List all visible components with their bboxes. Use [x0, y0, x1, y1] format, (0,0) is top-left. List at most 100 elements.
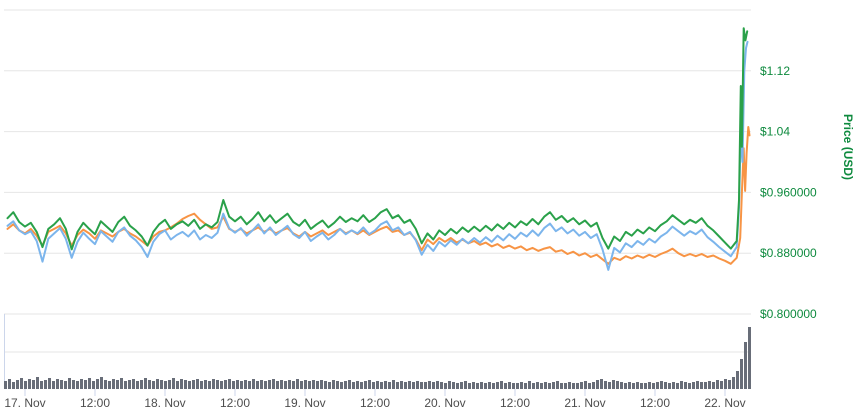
volume-bar[interactable]: [108, 381, 111, 389]
volume-bar[interactable]: [548, 383, 551, 389]
volume-bar[interactable]: [44, 380, 47, 389]
volume-bar[interactable]: [624, 383, 627, 389]
volume-bar[interactable]: [732, 377, 735, 389]
volume-bar[interactable]: [448, 381, 451, 389]
volume-bar[interactable]: [288, 380, 291, 389]
volume-bar[interactable]: [744, 342, 747, 389]
volume-bar[interactable]: [420, 382, 423, 389]
volume-bar[interactable]: [88, 378, 91, 389]
volume-bar[interactable]: [144, 378, 147, 389]
volume-bar[interactable]: [612, 380, 615, 389]
volume-bar[interactable]: [716, 380, 719, 389]
volume-bar[interactable]: [236, 380, 239, 389]
volume-bar[interactable]: [588, 383, 591, 389]
volume-bar[interactable]: [176, 381, 179, 389]
volume-bar[interactable]: [652, 383, 655, 389]
volume-bar[interactable]: [432, 382, 435, 389]
volume-bar[interactable]: [592, 382, 595, 389]
volume-bar[interactable]: [84, 380, 87, 389]
volume-bar[interactable]: [656, 382, 659, 389]
volume-bar[interactable]: [320, 380, 323, 389]
volume-bar[interactable]: [684, 382, 687, 389]
volume-bar[interactable]: [192, 380, 195, 389]
volume-bar[interactable]: [132, 379, 135, 389]
volume-bar[interactable]: [600, 379, 603, 389]
series-blue-line[interactable]: [6, 40, 749, 271]
volume-bar[interactable]: [692, 382, 695, 389]
volume-bar[interactable]: [472, 382, 475, 389]
volume-bar[interactable]: [628, 382, 631, 389]
volume-bar[interactable]: [128, 380, 131, 389]
volume-bar[interactable]: [284, 381, 287, 389]
volume-bar[interactable]: [136, 381, 139, 389]
volume-bar[interactable]: [316, 381, 319, 389]
volume-bar[interactable]: [640, 383, 643, 389]
volume-bar[interactable]: [456, 383, 459, 389]
volume-bar[interactable]: [180, 379, 183, 389]
volume-bar[interactable]: [384, 381, 387, 389]
volume-bar[interactable]: [696, 381, 699, 389]
volume-bar[interactable]: [372, 382, 375, 389]
volume-bar[interactable]: [508, 382, 511, 389]
volume-bar[interactable]: [4, 381, 7, 389]
volume-bar[interactable]: [540, 383, 543, 389]
volume-bar[interactable]: [296, 379, 299, 389]
volume-bar[interactable]: [460, 382, 463, 389]
volume-bar[interactable]: [120, 378, 123, 389]
volume-bar[interactable]: [140, 380, 143, 389]
volume-bar[interactable]: [408, 381, 411, 389]
volume-bar[interactable]: [440, 382, 443, 389]
volume-bar[interactable]: [152, 381, 155, 389]
volume-bar[interactable]: [344, 381, 347, 389]
volume-bar[interactable]: [116, 380, 119, 389]
volume-bar[interactable]: [704, 382, 707, 389]
volume-bar[interactable]: [304, 380, 307, 389]
volume-bar[interactable]: [80, 379, 83, 389]
volume-bar[interactable]: [476, 383, 479, 389]
volume-bar[interactable]: [352, 382, 355, 389]
volume-bar[interactable]: [584, 381, 587, 389]
volume-bar[interactable]: [520, 382, 523, 389]
volume-bar[interactable]: [184, 380, 187, 389]
volume-bar[interactable]: [360, 382, 363, 389]
volume-bar[interactable]: [164, 381, 167, 389]
volume-bar[interactable]: [240, 381, 243, 389]
volume-bar[interactable]: [76, 381, 79, 389]
volume-bar[interactable]: [220, 381, 223, 389]
volume-bar[interactable]: [248, 381, 251, 389]
volume-bar[interactable]: [464, 381, 467, 389]
price-usd-line[interactable]: [6, 27, 749, 251]
volume-bar[interactable]: [280, 380, 283, 389]
volume-bar[interactable]: [156, 379, 159, 389]
volume-bar[interactable]: [256, 381, 259, 389]
volume-bar[interactable]: [112, 379, 115, 389]
volume-bar[interactable]: [224, 380, 227, 389]
volume-bar[interactable]: [700, 382, 703, 389]
volume-bar[interactable]: [468, 383, 471, 389]
volume-bar[interactable]: [376, 381, 379, 389]
volume-bar[interactable]: [268, 380, 271, 389]
volume-bar[interactable]: [680, 381, 683, 389]
volume-bar[interactable]: [104, 380, 107, 389]
volume-bar[interactable]: [208, 381, 211, 389]
volume-bar[interactable]: [452, 382, 455, 389]
volume-bar[interactable]: [536, 382, 539, 389]
series-orange-line[interactable]: [6, 126, 751, 265]
volume-bar[interactable]: [404, 382, 407, 389]
volume-bar[interactable]: [528, 381, 531, 389]
volume-bar[interactable]: [212, 379, 215, 389]
volume-bar[interactable]: [200, 381, 203, 389]
volume-bar[interactable]: [68, 378, 71, 389]
volume-bar[interactable]: [664, 382, 667, 389]
volume-bar[interactable]: [232, 381, 235, 389]
volume-bar[interactable]: [312, 380, 315, 389]
volume-bar[interactable]: [24, 381, 27, 389]
volume-bar[interactable]: [16, 380, 19, 389]
volume-bar[interactable]: [168, 380, 171, 389]
volume-bar[interactable]: [556, 381, 559, 389]
volume-bar[interactable]: [676, 383, 679, 389]
volume-bar[interactable]: [124, 381, 127, 389]
volume-bar[interactable]: [292, 381, 295, 389]
volume-bar[interactable]: [8, 379, 11, 389]
volume-bar[interactable]: [368, 380, 371, 389]
